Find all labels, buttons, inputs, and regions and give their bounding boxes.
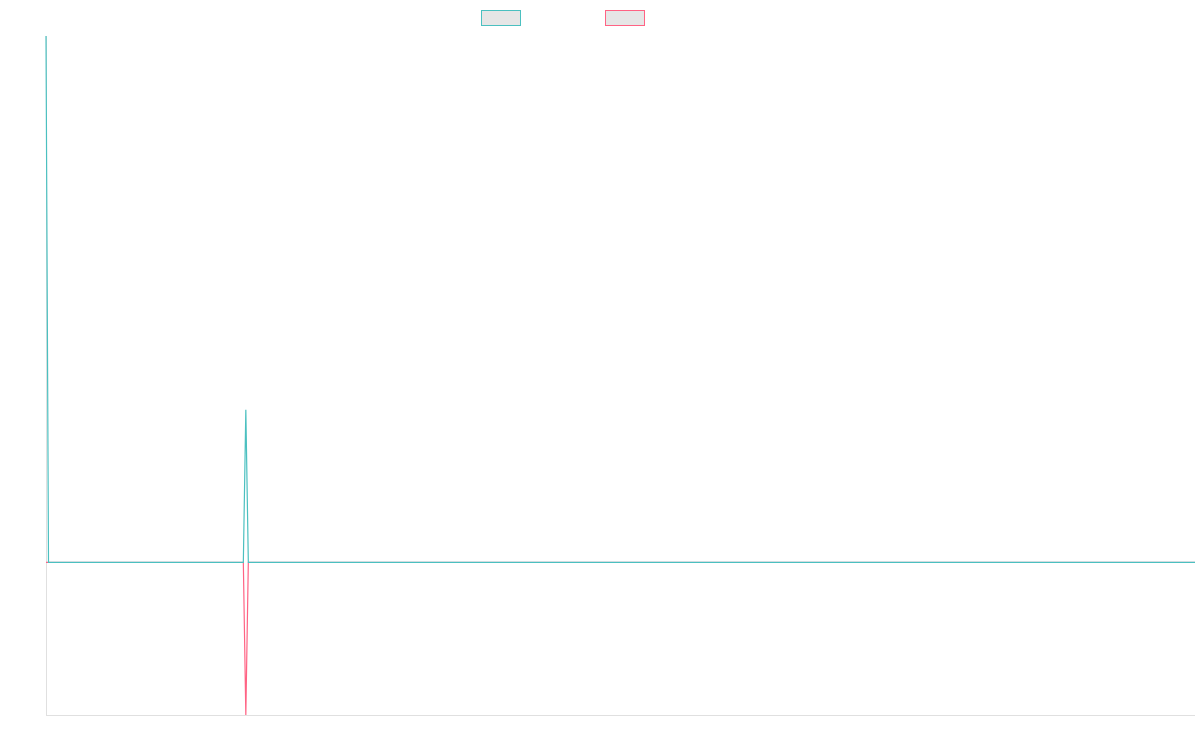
- legend-swatch: [605, 10, 645, 26]
- series-line: [45, 35, 1195, 563]
- series-line: [46, 561, 1195, 716]
- legend-swatch: [481, 10, 521, 26]
